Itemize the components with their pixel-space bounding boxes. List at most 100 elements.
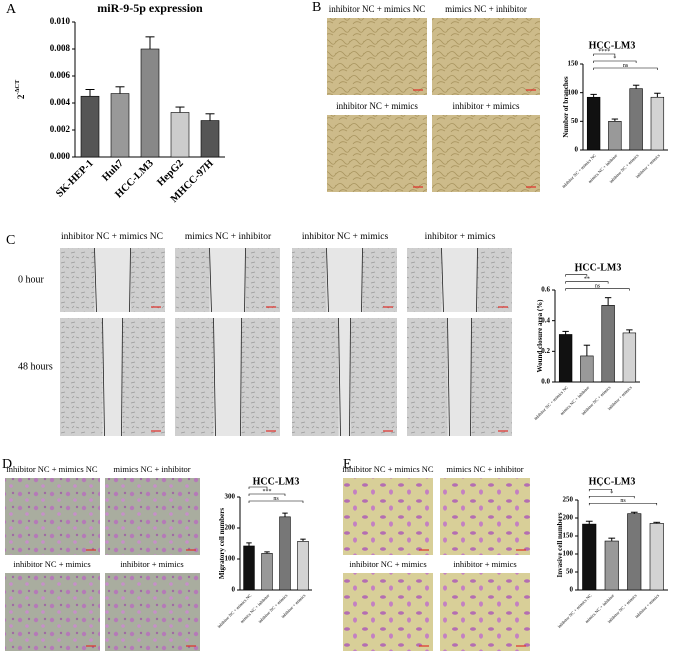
wound-edge xyxy=(349,317,351,437)
image-caption: inhibitor + mimics xyxy=(425,232,496,242)
y-tick-label: 0 xyxy=(575,146,579,154)
bar xyxy=(279,516,291,591)
bar xyxy=(627,513,642,591)
significance-bracket xyxy=(248,500,304,503)
y-tick-label: 50 xyxy=(566,568,574,576)
significance-label: * xyxy=(610,491,613,497)
significance-bracket xyxy=(565,288,630,291)
y-tick-label: 0 xyxy=(232,586,236,594)
micrograph xyxy=(343,573,433,651)
image-caption: mimics NC + inhibitor xyxy=(113,464,190,474)
image-caption: inhibitor + mimics xyxy=(120,559,183,569)
wound-edge xyxy=(102,317,105,437)
bar xyxy=(580,355,594,383)
y-tick-label: 0.010 xyxy=(50,16,71,26)
x-tick-label: SK-HEP-1 xyxy=(54,158,96,200)
row-label: 0 hour xyxy=(18,274,45,285)
wound-edge xyxy=(129,247,131,313)
wound-edge xyxy=(209,247,212,313)
image-caption: inhibitor NC + mimics xyxy=(336,101,418,111)
y-tick-label: 150 xyxy=(563,532,574,540)
significance-label: * xyxy=(599,484,602,490)
panel-letter: A xyxy=(6,2,17,17)
bar xyxy=(629,88,643,151)
y-tick-label: 300 xyxy=(225,493,236,501)
panel-letter: C xyxy=(6,233,15,248)
significance-bracket xyxy=(248,486,268,489)
wound-gap xyxy=(94,248,131,312)
y-tick-label: 50 xyxy=(571,117,579,125)
wound-edge xyxy=(94,247,97,313)
micrograph xyxy=(440,478,530,555)
y-axis-label: Invasive cell numbers xyxy=(556,512,564,577)
chart-title: miR-9-5p expression xyxy=(97,1,203,15)
y-axis-label: Number of branches xyxy=(562,76,570,138)
micrograph xyxy=(343,478,433,555)
panel-letter: E xyxy=(343,457,352,472)
wound-gap xyxy=(102,318,123,436)
image-caption: inhibitor + mimics xyxy=(453,559,516,569)
y-tick-label: 200 xyxy=(563,514,574,522)
significance-label: ns xyxy=(623,63,629,69)
bar xyxy=(650,96,665,151)
micrograph xyxy=(5,573,100,651)
y-axis-label-base: 2 xyxy=(16,94,26,99)
bar xyxy=(170,112,190,158)
wound-edge xyxy=(213,317,216,437)
micrograph xyxy=(105,573,200,651)
bar xyxy=(622,332,637,383)
significance-label: ns xyxy=(273,496,279,502)
wound-gap xyxy=(213,318,242,436)
bar xyxy=(601,305,615,383)
x-tick-label: inhibitor + mimics xyxy=(634,593,660,619)
micrograph xyxy=(105,478,200,555)
significance-label: ** xyxy=(584,277,590,283)
micrograph xyxy=(432,115,540,192)
x-tick-label: inhibitor NC + mimics NC xyxy=(533,385,569,421)
row-label: 48 hours xyxy=(18,361,53,372)
y-tick-label: 0.006 xyxy=(50,70,71,80)
bar xyxy=(582,523,597,591)
image-caption: inhibitor NC + mimics NC xyxy=(342,464,434,474)
chart-title: HCC-LM3 xyxy=(575,262,622,273)
y-tick-label: 0.002 xyxy=(50,124,71,134)
significance-bracket xyxy=(588,495,635,499)
y-tick-label: 100 xyxy=(568,88,579,96)
wound-edge xyxy=(361,247,363,313)
bar xyxy=(110,93,130,158)
bar xyxy=(297,541,309,591)
significance-bracket xyxy=(588,502,658,506)
panel-letter: B xyxy=(312,0,321,15)
micrograph xyxy=(327,18,427,95)
bar xyxy=(80,95,100,158)
micrograph xyxy=(440,573,530,651)
wound-edge xyxy=(326,247,329,313)
bar xyxy=(604,540,619,591)
image-caption: mimics NC + inhibitor xyxy=(446,464,523,474)
chart-title: HCC-LM3 xyxy=(589,40,636,51)
image-caption: inhibitor NC + mimics xyxy=(302,232,389,242)
bar xyxy=(608,121,622,151)
wound-gap xyxy=(441,248,478,312)
significance-bracket xyxy=(593,60,637,63)
bar xyxy=(243,545,255,591)
y-axis-label: Migratory cell numbers xyxy=(218,508,226,579)
image-caption: inhibitor NC + mimics NC xyxy=(329,4,426,14)
y-axis-label-base: Number of branches xyxy=(562,76,570,138)
significance-label: *** xyxy=(263,489,272,495)
significance-bracket xyxy=(565,274,588,277)
y-tick-label: 100 xyxy=(225,555,236,563)
y-tick-label: 0 xyxy=(570,586,574,594)
wound-edge xyxy=(121,317,123,437)
significance-bracket xyxy=(248,493,286,496)
wound-gap xyxy=(338,318,351,436)
y-axis-label: 2-ΔCT xyxy=(14,79,26,99)
y-axis-label-base: Invasive cell numbers xyxy=(556,512,564,577)
image-caption: mimics NC + inhibitor xyxy=(185,232,272,242)
image-caption: inhibitor NC + mimics xyxy=(13,559,90,569)
y-tick-label: 200 xyxy=(225,524,236,532)
y-tick-label: 0.6 xyxy=(541,286,550,294)
wound-edge xyxy=(244,247,246,313)
image-caption: inhibitor NC + mimics NC xyxy=(6,464,98,474)
